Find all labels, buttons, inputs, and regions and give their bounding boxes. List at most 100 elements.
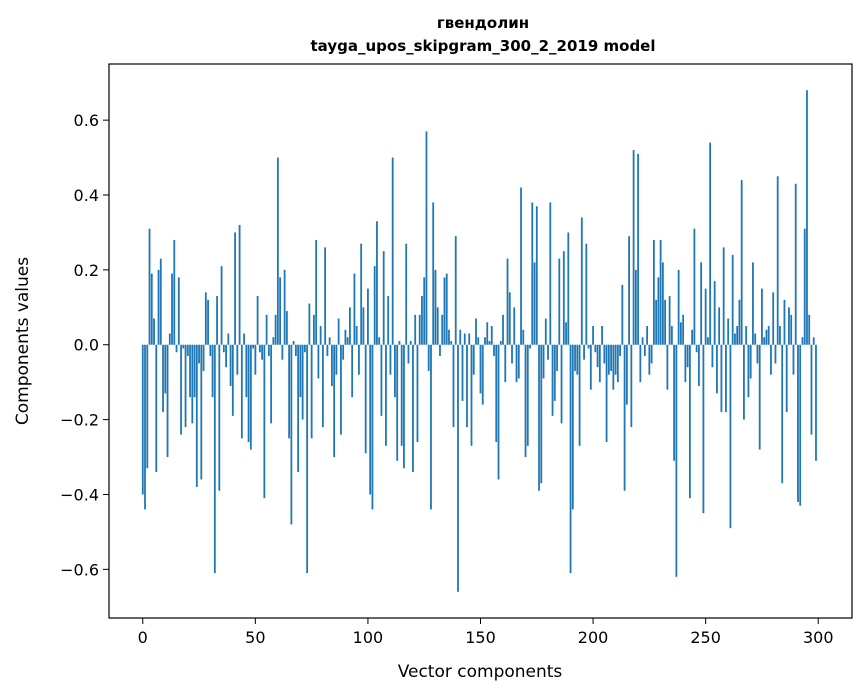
bar-149 <box>477 337 480 345</box>
x-tick-label: 50 <box>245 628 265 647</box>
bar-295 <box>806 90 808 345</box>
y-tick-label: −0.2 <box>60 411 99 430</box>
bar-228 <box>655 299 658 345</box>
bar-45 <box>243 333 245 345</box>
bar-136 <box>448 329 450 345</box>
bar-11 <box>166 344 169 458</box>
bar-28 <box>204 292 207 345</box>
bar-31 <box>211 344 214 398</box>
bar-173 <box>531 202 534 345</box>
bar-37 <box>225 344 227 368</box>
bar-74 <box>308 303 311 345</box>
bar-34 <box>218 344 221 491</box>
bar-122 <box>416 344 419 443</box>
bar-2 <box>146 344 149 469</box>
bar-62 <box>281 344 284 360</box>
bar-211 <box>616 344 619 383</box>
bar-291 <box>797 344 799 502</box>
bar-89 <box>342 344 345 360</box>
bar-125 <box>423 277 426 345</box>
chart-title: гвендолин <box>437 14 529 32</box>
bar-243 <box>688 344 691 499</box>
bar-219 <box>634 269 637 345</box>
bar-256 <box>718 307 721 345</box>
bar-8 <box>159 258 162 345</box>
bar-58 <box>272 337 275 345</box>
bar-13 <box>171 273 173 345</box>
bar-97 <box>360 243 363 345</box>
bars-group <box>141 90 817 592</box>
bar-253 <box>711 344 714 368</box>
bar-199 <box>589 344 592 390</box>
bar-52 <box>258 344 261 353</box>
bar-250 <box>704 288 707 345</box>
bar-85 <box>333 344 336 458</box>
bar-227 <box>652 239 655 345</box>
bar-298 <box>812 337 815 345</box>
bar-15 <box>175 344 178 353</box>
bar-101 <box>369 344 372 495</box>
bar-251 <box>707 337 709 345</box>
bar-185 <box>558 258 561 345</box>
bar-261 <box>729 344 732 529</box>
bar-42 <box>236 344 239 375</box>
bar-177 <box>540 344 543 484</box>
bar-282 <box>776 176 779 345</box>
bar-160 <box>502 314 504 345</box>
bar-269 <box>747 344 750 398</box>
bar-133 <box>441 314 444 345</box>
bar-217 <box>630 344 633 428</box>
bar-237 <box>675 344 678 577</box>
bar-152 <box>484 337 486 345</box>
bar-32 <box>213 344 216 574</box>
bar-51 <box>256 296 259 345</box>
bar-259 <box>725 344 727 413</box>
bar-9 <box>162 344 164 413</box>
bar-143 <box>463 333 466 345</box>
bar-206 <box>605 344 608 443</box>
bar-278 <box>767 326 770 345</box>
bar-235 <box>670 326 673 345</box>
bar-60 <box>276 157 279 345</box>
bar-3 <box>148 228 151 345</box>
bar-1 <box>144 344 146 510</box>
bar-27 <box>202 344 205 371</box>
bar-193 <box>576 344 579 375</box>
bar-283 <box>779 326 781 345</box>
bar-102 <box>371 344 374 510</box>
bar-93 <box>351 344 354 398</box>
bar-196 <box>583 344 585 360</box>
bar-38 <box>227 333 230 345</box>
bar-142 <box>461 344 464 401</box>
bar-176 <box>538 344 540 491</box>
bar-22 <box>191 344 194 424</box>
bar-69 <box>297 344 300 473</box>
bar-95 <box>355 326 358 345</box>
y-tick-label: −0.6 <box>60 560 99 579</box>
bar-242 <box>686 344 689 368</box>
bar-213 <box>621 284 624 345</box>
bar-110 <box>389 344 392 375</box>
x-tick-label: 100 <box>353 628 384 647</box>
bar-118 <box>407 344 410 364</box>
bar-186 <box>560 344 563 424</box>
y-axis-label: Components values <box>13 257 33 425</box>
bar-48 <box>249 344 252 450</box>
bar-154 <box>488 341 491 345</box>
bar-279 <box>770 344 772 375</box>
bar-104 <box>376 221 378 345</box>
bar-117 <box>405 243 408 345</box>
bar-289 <box>792 344 795 375</box>
bar-33 <box>216 296 218 345</box>
bar-184 <box>556 344 558 371</box>
bar-190 <box>569 344 572 574</box>
y-axis-ticks: −0.6 −0.4 −0.2 0.0 0.2 0.4 0.6 <box>60 111 109 579</box>
bar-109 <box>387 296 390 345</box>
bar-81 <box>324 247 327 345</box>
bar-137 <box>450 341 453 345</box>
bar-83 <box>328 337 331 345</box>
bar-226 <box>650 344 653 364</box>
bar-255 <box>716 344 718 394</box>
bar-82 <box>326 344 329 356</box>
